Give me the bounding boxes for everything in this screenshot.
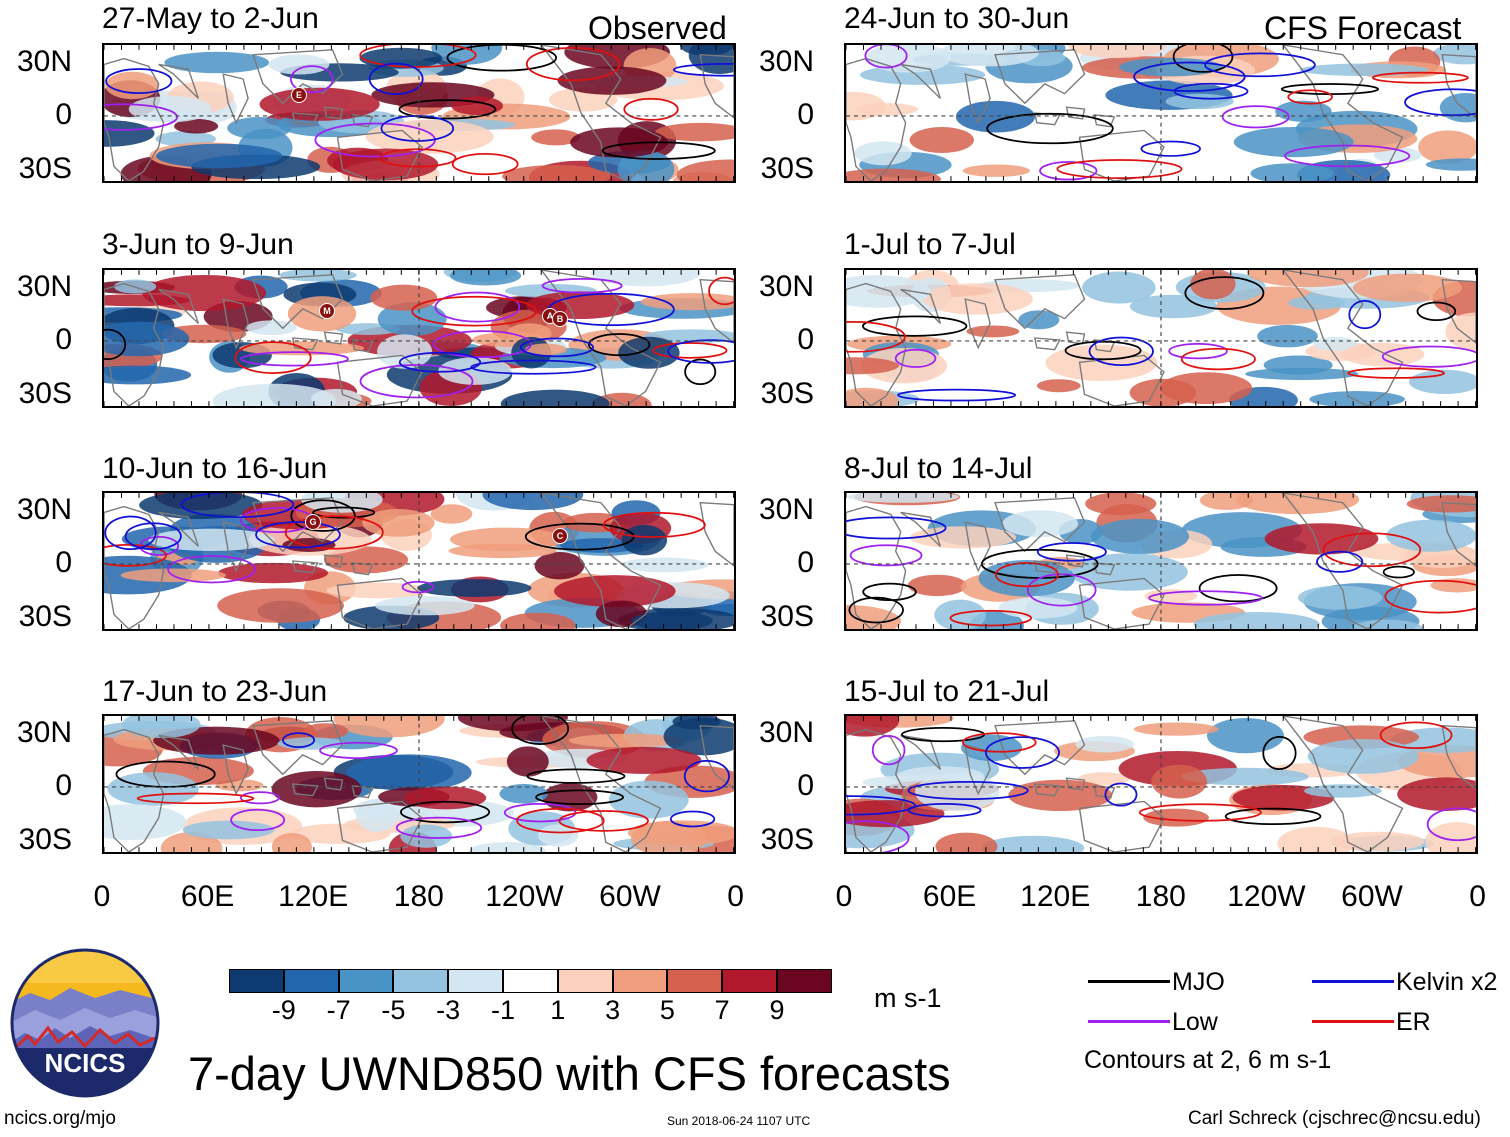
y-axis-label: 30N bbox=[16, 270, 72, 303]
observed-map-panel bbox=[102, 491, 736, 631]
legend-line-low bbox=[1088, 1020, 1170, 1023]
colorbar-units: m s-1 bbox=[874, 983, 942, 1013]
ncics-logo: NCICS bbox=[10, 948, 160, 1098]
observed-header: Observed bbox=[588, 10, 727, 46]
y-axis-label: 30S bbox=[18, 823, 72, 856]
colorbar-tick-label: 7 bbox=[714, 995, 730, 1025]
y-axis-label: 30S bbox=[18, 600, 72, 633]
x-axis-label: 0 bbox=[727, 880, 744, 913]
legend-line-er bbox=[1312, 1020, 1394, 1023]
x-axis-label: 120W bbox=[1227, 880, 1306, 913]
colorbar-swatch bbox=[612, 969, 668, 993]
y-axis-label: 30S bbox=[760, 377, 814, 410]
x-axis-label: 60W bbox=[599, 880, 661, 913]
x-axis-label: 60E bbox=[180, 880, 235, 913]
y-axis-label: 30N bbox=[16, 45, 72, 78]
legend-note: Contours at 2, 6 m s-1 bbox=[1084, 1046, 1332, 1074]
y-axis-label: 0 bbox=[55, 769, 72, 802]
forecast-map-panel bbox=[844, 268, 1478, 408]
observed-panel-title: 10-Jun to 16-Jun bbox=[102, 452, 328, 485]
forecast-map-panel bbox=[844, 43, 1478, 183]
colorbar-tick-label: -7 bbox=[326, 995, 351, 1025]
colorbar-tick-label: 9 bbox=[769, 995, 785, 1025]
y-axis-label: 30S bbox=[18, 377, 72, 410]
y-axis-label: 0 bbox=[55, 323, 72, 356]
forecast-map-panel bbox=[844, 714, 1478, 854]
colorbar-tick-label: 1 bbox=[550, 995, 566, 1025]
logo-text: NCICS bbox=[44, 1048, 126, 1078]
y-axis-label: 30N bbox=[758, 716, 814, 749]
storm-marker-g: G bbox=[305, 514, 321, 530]
x-axis-label: 180 bbox=[1135, 880, 1186, 913]
legend-line-mjo bbox=[1088, 980, 1170, 983]
colorbar-swatch bbox=[557, 969, 613, 993]
y-axis-label: 0 bbox=[797, 98, 814, 131]
observed-panel-title: 17-Jun to 23-Jun bbox=[102, 675, 328, 708]
x-axis-label: 120W bbox=[485, 880, 564, 913]
footer-url[interactable]: ncics.org/mjo bbox=[4, 1108, 116, 1129]
colorbar-swatch bbox=[777, 969, 832, 993]
colorbar-swatch bbox=[503, 969, 558, 993]
observed-panel-title: 27-May to 2-Jun bbox=[102, 2, 319, 35]
footer-author: Carl Schreck (cjschrec@ncsu.edu) bbox=[1188, 1108, 1481, 1129]
y-axis-label: 30N bbox=[758, 270, 814, 303]
colorbar-tick-label: 5 bbox=[659, 995, 675, 1025]
y-axis-label: 0 bbox=[797, 323, 814, 356]
forecast-panel-title: 24-Jun to 30-Jun bbox=[844, 2, 1070, 35]
storm-marker-m: M bbox=[319, 303, 335, 319]
legend-line-kelvin-x2 bbox=[1312, 980, 1394, 983]
colorbar-swatch bbox=[229, 969, 284, 993]
y-axis-label: 0 bbox=[797, 769, 814, 802]
colorbar-tick-label: -5 bbox=[381, 995, 406, 1025]
y-axis-label: 30S bbox=[18, 152, 72, 185]
x-axis-label: 60E bbox=[922, 880, 977, 913]
storm-marker-c: C bbox=[552, 528, 568, 544]
x-axis-label: 120E bbox=[278, 880, 349, 913]
y-axis-label: 30N bbox=[16, 493, 72, 526]
x-axis-label: 0 bbox=[1469, 880, 1486, 913]
forecast-map-panel bbox=[844, 491, 1478, 631]
x-axis-label: 180 bbox=[393, 880, 444, 913]
colorbar-tick-label: -9 bbox=[271, 995, 296, 1025]
legend-label: ER bbox=[1396, 1008, 1431, 1036]
x-axis-label: 0 bbox=[835, 880, 853, 913]
legend-label: MJO bbox=[1172, 968, 1225, 996]
x-axis-label: 60W bbox=[1341, 880, 1403, 913]
y-axis-label: 30N bbox=[758, 45, 814, 78]
observed-panel-title: 3-Jun to 9-Jun bbox=[102, 228, 294, 261]
colorbar-swatch bbox=[283, 969, 339, 993]
colorbar-swatch bbox=[448, 969, 503, 993]
legend-label: Kelvin x2 bbox=[1396, 968, 1498, 996]
forecast-panel-title: 1-Jul to 7-Jul bbox=[844, 228, 1016, 261]
y-axis-label: 30S bbox=[760, 152, 814, 185]
storm-marker-b: B bbox=[552, 311, 568, 327]
observed-map-panel bbox=[102, 714, 736, 854]
x-axis-label: 0 bbox=[93, 880, 111, 913]
y-axis-label: 0 bbox=[55, 546, 72, 579]
colorbar-swatch bbox=[393, 969, 449, 993]
forecast-panel-title: 8-Jul to 14-Jul bbox=[844, 452, 1033, 485]
main-title: 7-day UWND850 with CFS forecasts bbox=[188, 1047, 951, 1100]
forecast-header: CFS Forecast bbox=[1264, 10, 1462, 46]
colorbar-swatch bbox=[667, 969, 723, 993]
colorbar-tick-label: -1 bbox=[490, 995, 516, 1025]
observed-map-panel bbox=[102, 43, 736, 183]
forecast-panel-title: 15-Jul to 21-Jul bbox=[844, 675, 1050, 708]
y-axis-label: 0 bbox=[797, 546, 814, 579]
observed-map-panel bbox=[102, 268, 736, 408]
y-axis-label: 0 bbox=[55, 98, 72, 131]
y-axis-label: 30S bbox=[760, 600, 814, 633]
colorbar-swatch bbox=[722, 969, 777, 993]
colorbar-tick-label: -3 bbox=[436, 995, 461, 1025]
storm-marker-e: E bbox=[291, 87, 307, 103]
y-axis-label: 30N bbox=[16, 716, 72, 749]
legend-label: Low bbox=[1172, 1008, 1218, 1036]
x-axis-label: 120E bbox=[1020, 880, 1091, 913]
footer-timestamp: Sun 2018-06-24 1107 UTC bbox=[667, 1114, 811, 1128]
logo-emblem-icon bbox=[10, 948, 160, 1098]
colorbar-tick-label: 3 bbox=[605, 995, 621, 1025]
y-axis-label: 30S bbox=[760, 823, 814, 856]
colorbar-swatch bbox=[338, 969, 394, 993]
y-axis-label: 30N bbox=[758, 493, 814, 526]
